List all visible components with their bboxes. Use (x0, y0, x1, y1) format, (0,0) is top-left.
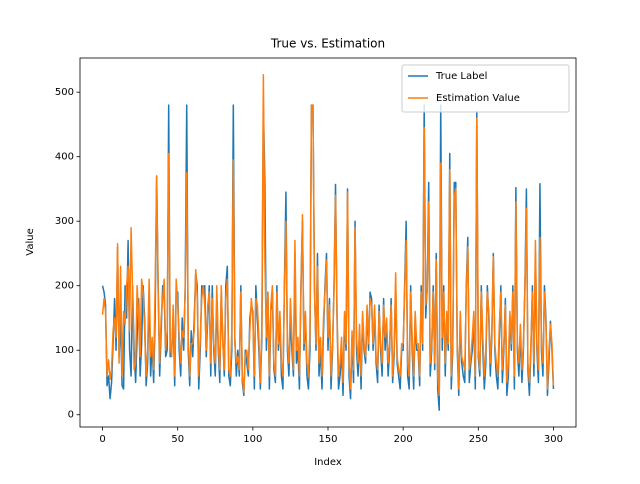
axes-frame (79, 57, 577, 428)
series-line (101, 74, 555, 397)
legend-label: Estimation Value (436, 93, 520, 104)
y-tick-label: 300 (55, 216, 74, 227)
y-tick-label: 500 (55, 87, 74, 98)
x-tick-label: 200 (394, 434, 413, 445)
y-axis-label: Value (25, 228, 36, 255)
legend-label: True Label (435, 71, 487, 82)
y-tick-label: 200 (55, 281, 74, 292)
x-tick-label: 300 (544, 434, 563, 445)
y-tick-label: 0 (68, 410, 74, 421)
y-tick-label: 400 (55, 152, 74, 163)
y-tick-label: 100 (55, 345, 74, 356)
legend-box (401, 64, 570, 113)
x-tick-label: 50 (171, 434, 184, 445)
x-tick-label: 0 (99, 434, 105, 445)
plot-area (101, 74, 555, 411)
x-axis-label: Index (314, 457, 342, 468)
x-tick-label: 100 (243, 434, 262, 445)
x-tick-label: 250 (469, 434, 488, 445)
chart-title: True vs. Estimation (270, 37, 385, 51)
x-tick-label: 150 (318, 434, 337, 445)
